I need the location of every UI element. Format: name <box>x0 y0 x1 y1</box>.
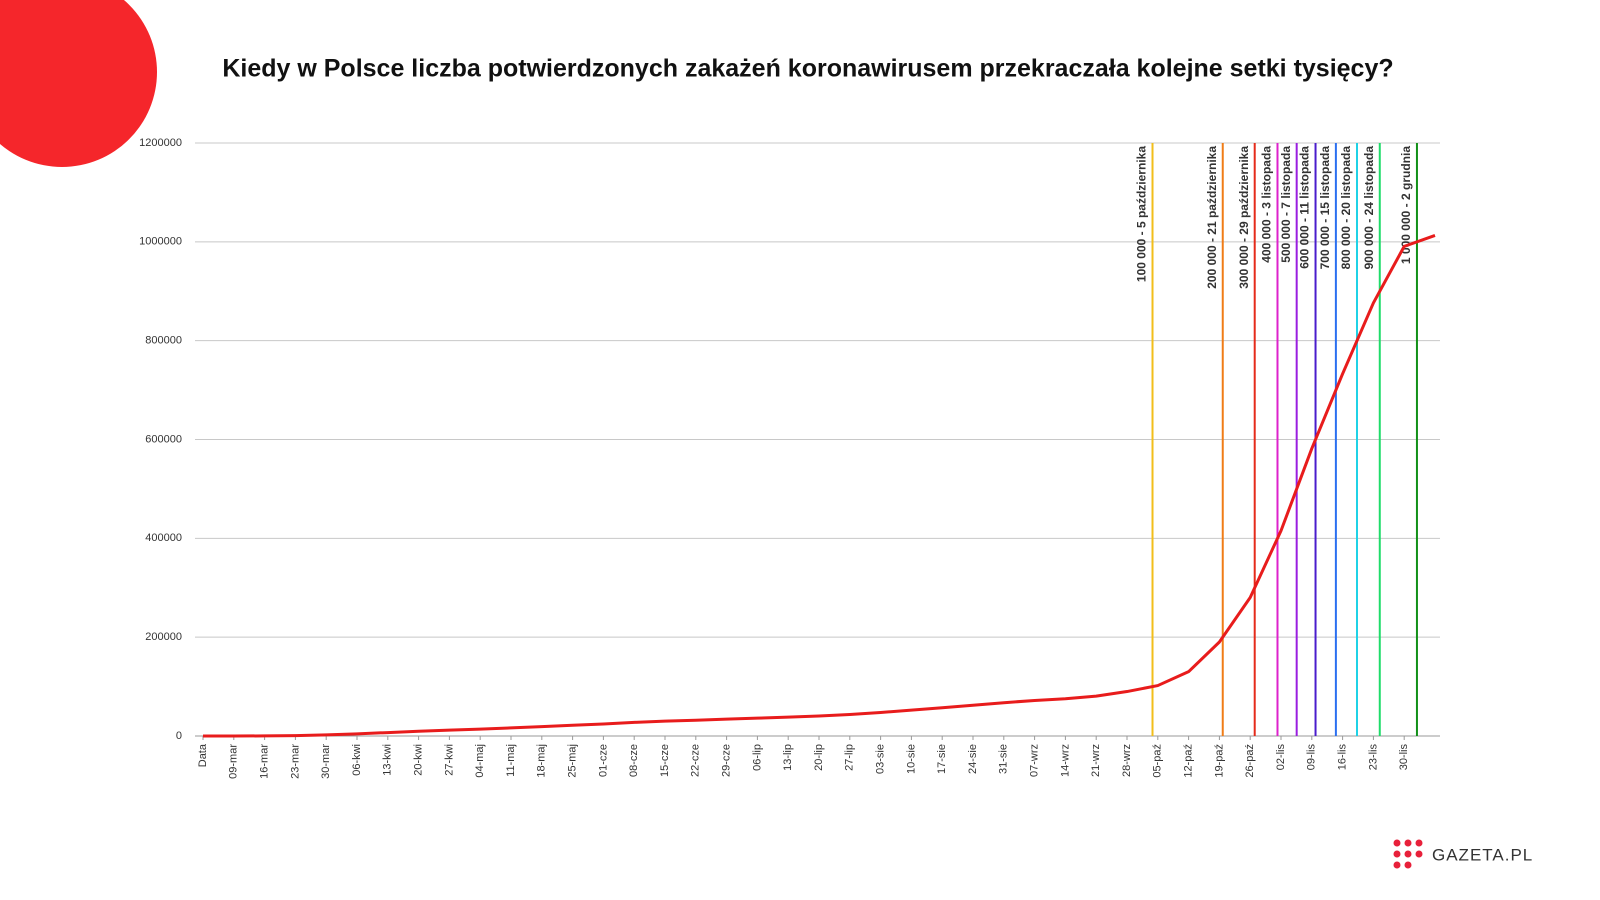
x-tick-label: 13-kwi <box>382 744 394 776</box>
x-tick-label: 15-cze <box>659 744 671 777</box>
y-tick-label: 800000 <box>145 335 182 347</box>
marker-label: 100 000 - 5 października <box>1135 146 1149 282</box>
series-line <box>202 233 1436 738</box>
marker-label: 700 000 - 15 listopada <box>1318 146 1332 270</box>
x-tick-label: 02-lis <box>1275 744 1287 771</box>
y-tick-label: 0 <box>176 730 182 742</box>
x-tick-label: 16-lis <box>1337 744 1349 771</box>
y-tick-label: 600000 <box>145 433 182 445</box>
x-tick-label: 09-mar <box>228 744 240 779</box>
x-tick-label: 23-mar <box>289 744 301 779</box>
x-tick-label: 09-lis <box>1306 744 1318 771</box>
y-tick-label: 1000000 <box>139 236 182 248</box>
x-tick-label: 26-paź <box>1244 744 1256 778</box>
x-tick-label: 12-paź <box>1183 744 1195 778</box>
y-tick-label: 400000 <box>145 532 182 544</box>
x-tick-label: Data <box>197 743 209 767</box>
x-tick-label: 07-wrz <box>1029 744 1041 777</box>
x-tick-label: 29-cze <box>721 744 733 777</box>
marker-label: 600 000 - 11 listopada <box>1298 146 1312 269</box>
x-tick-label: 05-paź <box>1152 744 1164 778</box>
x-tick-label: 03-sie <box>875 744 887 774</box>
x-tick-label: 31-sie <box>998 744 1010 774</box>
x-tick-label: 01-cze <box>597 744 609 777</box>
x-tick-label: 22-cze <box>690 744 702 777</box>
y-tick-label: 200000 <box>145 631 182 643</box>
x-tick-label: 19-paź <box>1213 744 1225 778</box>
x-tick-label: 18-maj <box>536 744 548 778</box>
brand-name: GAZETA.PL <box>1432 845 1533 864</box>
x-tick-label: 30-mar <box>320 744 332 779</box>
y-tick-label: 1200000 <box>139 137 182 149</box>
marker-label: 1 000 000 - 2 grudnia <box>1399 146 1413 264</box>
x-tick-label: 21-wrz <box>1090 744 1102 777</box>
x-tick-label: 08-cze <box>628 744 640 777</box>
marker-label: 300 000 - 29 października <box>1237 146 1251 289</box>
x-tick-label: 04-maj <box>474 744 486 778</box>
marker-label: 500 000 - 7 listopada <box>1279 146 1293 263</box>
x-tick-label: 11-maj <box>505 744 517 777</box>
marker-label: 900 000 - 24 listopada <box>1362 146 1376 270</box>
x-tick-label: 27-kwi <box>443 744 455 776</box>
x-tick-label: 16-mar <box>259 744 271 779</box>
marker-label: 800 000 - 20 listopada <box>1339 146 1353 270</box>
x-tick-label: 25-maj <box>567 744 579 778</box>
marker-label: 400 000 - 3 listopada <box>1260 146 1274 263</box>
x-tick-label: 06-lip <box>751 744 763 771</box>
x-tick-label: 14-wrz <box>1059 744 1071 777</box>
brand-logo <box>1393 839 1423 869</box>
x-tick-label: 27-lip <box>844 744 856 771</box>
x-tick-label: 13-lip <box>782 744 794 771</box>
x-tick-label: 06-kwi <box>351 744 363 776</box>
x-tick-label: 28-wrz <box>1121 744 1133 777</box>
x-tick-label: 17-sie <box>936 744 948 774</box>
x-tick-label: 30-lis <box>1398 744 1410 771</box>
x-tick-label: 20-kwi <box>413 744 425 776</box>
marker-label: 200 000 - 21 października <box>1205 146 1219 289</box>
x-tick-label: 20-lip <box>813 744 825 771</box>
chart-title: Kiedy w Polsce liczba potwierdzonych zak… <box>222 55 1393 83</box>
x-tick-label: 24-sie <box>967 744 979 774</box>
logo-circle <box>0 0 157 167</box>
x-tick-label: 10-sie <box>905 744 917 774</box>
x-tick-label: 23-lis <box>1367 744 1379 771</box>
